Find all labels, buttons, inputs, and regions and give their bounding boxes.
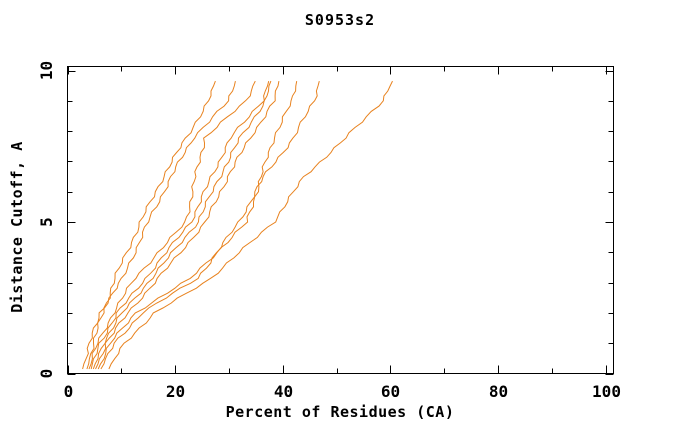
- y-tick-label: 0: [37, 369, 56, 379]
- data-curve: [90, 80, 270, 370]
- data-curve: [97, 81, 298, 370]
- y-axis-label-text: Distance Cutoff, A: [8, 141, 26, 313]
- data-curve: [95, 81, 280, 370]
- x-tick-label: 0: [64, 382, 74, 401]
- x-tick-label: 40: [274, 382, 293, 401]
- x-tick-label: 100: [592, 382, 621, 401]
- x-tick-label: 60: [381, 382, 400, 401]
- data-curve: [82, 80, 236, 370]
- plot-frame: [67, 66, 614, 374]
- y-tick-label: 10: [37, 61, 56, 80]
- x-axis-label: Percent of Residues (CA): [225, 403, 455, 421]
- data-curve: [86, 80, 216, 370]
- chart-title: S0953s2: [304, 11, 376, 29]
- data-curve: [108, 80, 393, 370]
- data-curve: [100, 80, 320, 370]
- x-tick-label: 80: [489, 382, 508, 401]
- y-tick-label: 5: [37, 217, 56, 227]
- data-curve: [92, 80, 272, 370]
- x-tick-label: 20: [166, 382, 185, 401]
- data-curve: [88, 80, 256, 370]
